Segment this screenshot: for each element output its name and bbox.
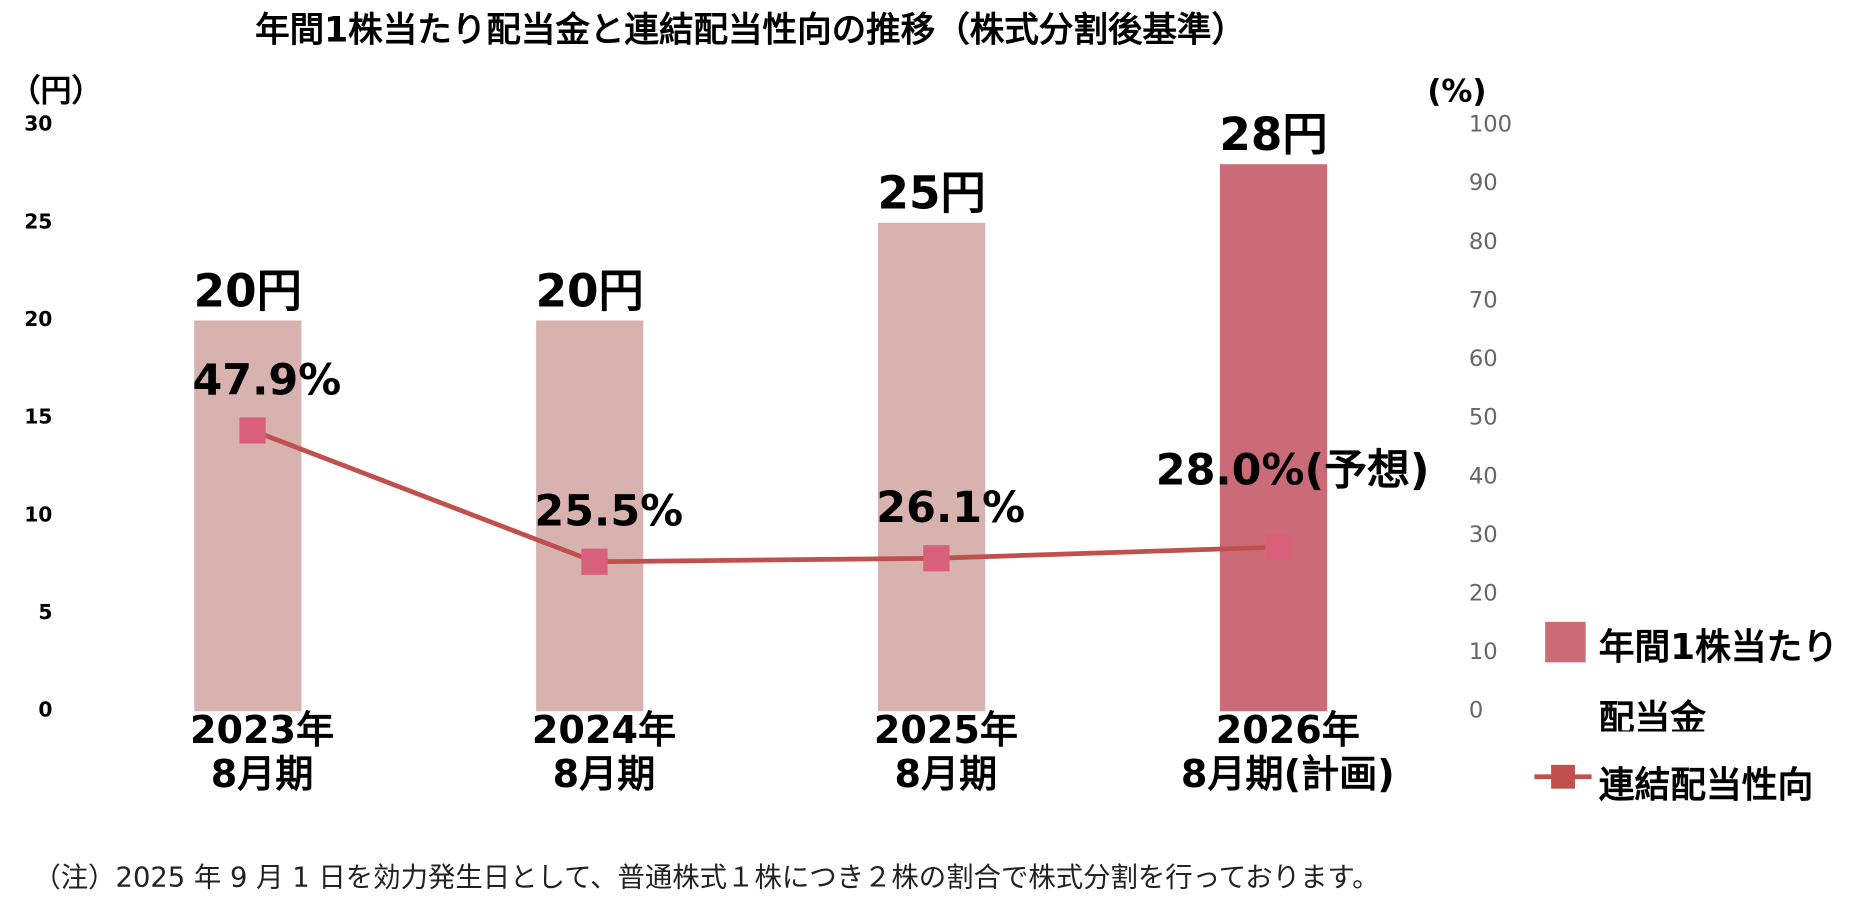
line [251, 428, 1279, 565]
y2-tick-label: 90 [1469, 170, 1498, 196]
x-tick-label: 8月期 [211, 752, 314, 796]
bar [194, 320, 302, 712]
y2-tick-label: 10 [1469, 639, 1498, 665]
x-tick-label: 8月期 [895, 752, 998, 796]
line-value-label: 47.9% [192, 355, 341, 405]
y2-tick-label: 30 [1469, 522, 1498, 548]
bar-value-label: 28円 [1219, 108, 1327, 161]
y2-tick-label: 60 [1469, 346, 1498, 372]
y-tick-label: 10 [24, 502, 52, 526]
legend-entry: 連結配当性向 [1598, 764, 1814, 807]
bar-value-label: 25円 [877, 167, 985, 220]
y-tick-label: 5 [38, 600, 52, 624]
line-marker [239, 417, 266, 444]
y2-tick-label: 20 [1469, 581, 1498, 607]
y2-tick-label: 70 [1469, 287, 1498, 313]
y2-tick-label: 0 [1469, 698, 1483, 724]
bar [536, 320, 644, 712]
line-marker [581, 548, 608, 575]
y2-tick-label: 50 [1469, 405, 1498, 431]
y2-axis-label: (%) [1427, 73, 1486, 109]
line-marker [923, 545, 950, 572]
line-value-label: 25.5% [534, 487, 683, 537]
x-tick-label: 2024年 [532, 708, 676, 752]
y-tick-label: 0 [38, 698, 52, 722]
footnote: （注）2025 年 9 月 1 日を効力発生日として、普通株式１株につき２株の割… [33, 863, 1379, 894]
x-tick-label: 2023年 [190, 708, 334, 752]
x-tick-label: 8月期(計画) [1181, 752, 1395, 796]
x-tick-label: 8月期 [553, 752, 656, 796]
bar-value-label: 20円 [194, 264, 302, 317]
y-tick-label: 25 [24, 209, 52, 233]
y-tick-label: 30 [24, 112, 52, 136]
x-tick-label: 2026年 [1216, 708, 1360, 752]
legend-swatch [1545, 621, 1586, 663]
legend-label: 年間1株当たり配当金 [1598, 626, 1839, 732]
bar-value-label: 20円 [536, 264, 644, 317]
x-tick-label: 2025年 [874, 708, 1018, 752]
line-value-label: 26.1% [876, 483, 1025, 533]
y-tick-label: 15 [24, 405, 52, 429]
y2-tick-label: 100 [1469, 112, 1512, 138]
y2-tick-label: 40 [1469, 463, 1498, 489]
y-axis-label: （円） [10, 73, 103, 109]
chart-title: 年間1株当たり配当金と連結配当性向の推移（株式分割後基準） [255, 11, 1246, 51]
bar [878, 222, 986, 712]
y-tick-label: 20 [24, 307, 52, 331]
line-value-label: 28.0%(予想) [1156, 446, 1430, 496]
bar [1219, 164, 1328, 712]
legend-label: 連結配当性向 [1598, 764, 1814, 807]
legend-marker [1551, 764, 1575, 789]
legend-entry: 年間1株当たり配当金 [1598, 626, 1839, 732]
y2-tick-label: 80 [1469, 229, 1498, 255]
line-marker [1265, 534, 1292, 561]
